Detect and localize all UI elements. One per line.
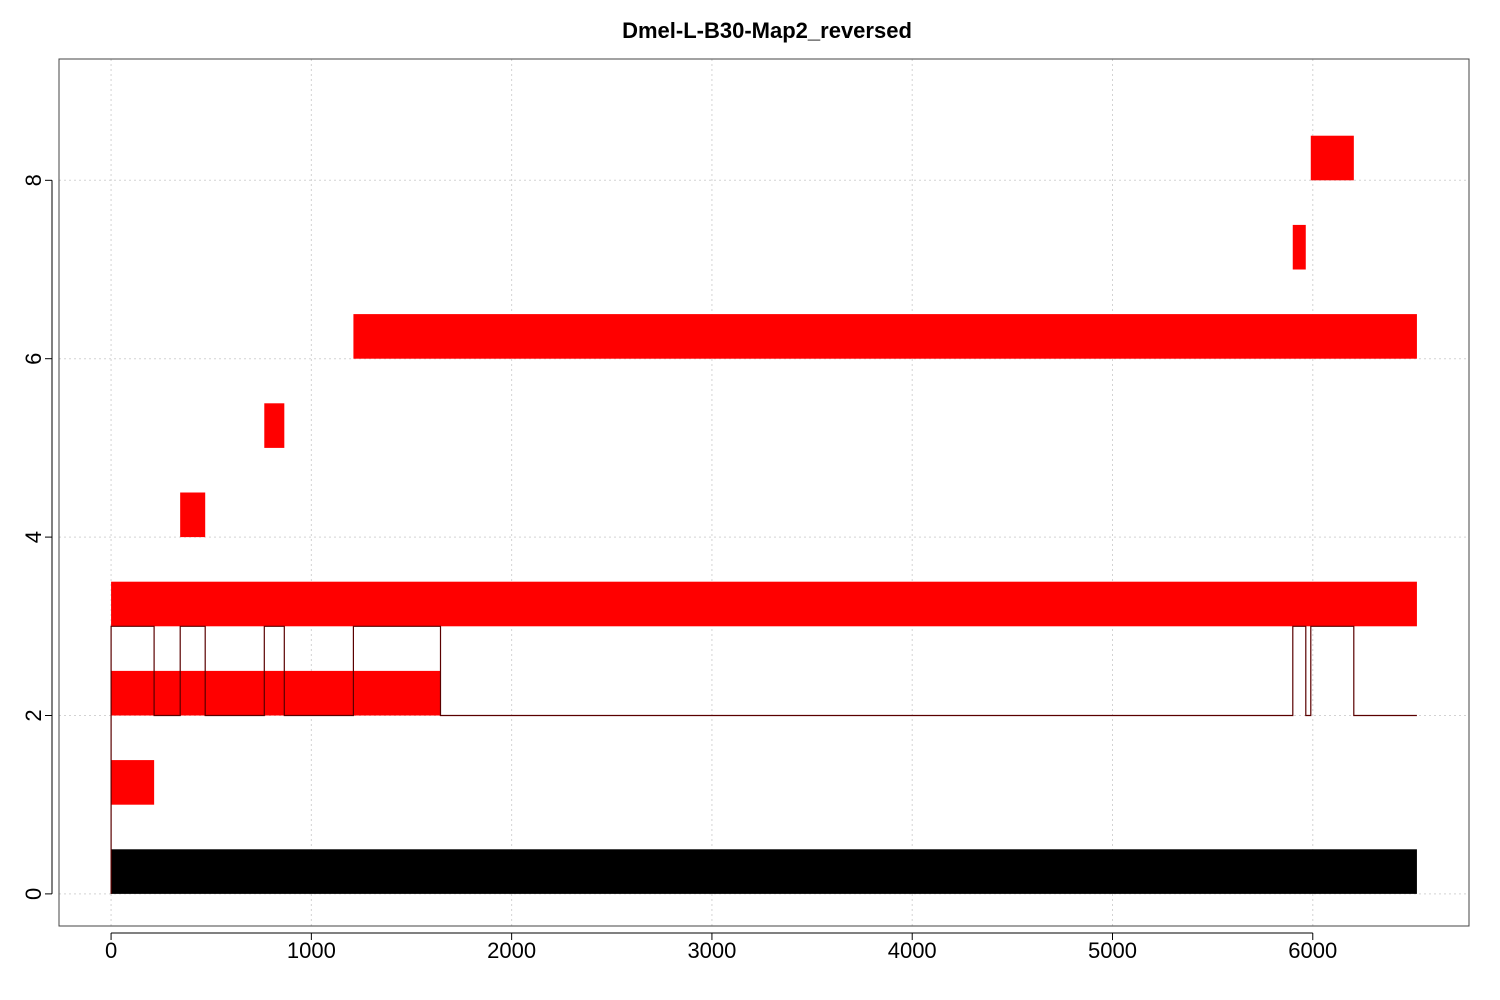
coverage-line <box>110 625 1417 894</box>
segment-bar-7 <box>1292 224 1306 270</box>
segment-bar-2 <box>111 670 441 716</box>
x-tick-label: 2000 <box>487 938 536 963</box>
x-tick-label: 5000 <box>1088 938 1137 963</box>
y-tick-label: 4 <box>21 531 46 543</box>
segment-bar-6 <box>353 314 1417 359</box>
x-tick-label: 0 <box>105 938 117 963</box>
grid <box>59 59 1469 926</box>
y-tick-label: 8 <box>21 174 46 186</box>
segment-bar-8 <box>1310 135 1354 181</box>
plot-frame <box>58 58 1470 927</box>
segment-bar-1 <box>111 760 155 805</box>
segment-bar-4 <box>180 492 206 538</box>
x-tick-label: 4000 <box>888 938 937 963</box>
axes: 0 1000 2000 3000 4000 5000 6000 0 2 4 6 8 <box>21 174 1337 963</box>
segment-bar-5 <box>264 403 285 448</box>
baseline-bar <box>111 849 1417 894</box>
y-tick-label: 2 <box>21 709 46 721</box>
y-tick-label: 0 <box>21 888 46 900</box>
y-tick-label: 6 <box>21 353 46 365</box>
chart-marks <box>110 135 1417 894</box>
x-tick-label: 6000 <box>1288 938 1337 963</box>
x-tick-label: 3000 <box>687 938 736 963</box>
x-tick-label: 1000 <box>287 938 336 963</box>
segment-bar-3 <box>111 581 1417 627</box>
chart-title: Dmel-L-B30-Map2_reversed <box>622 18 912 43</box>
